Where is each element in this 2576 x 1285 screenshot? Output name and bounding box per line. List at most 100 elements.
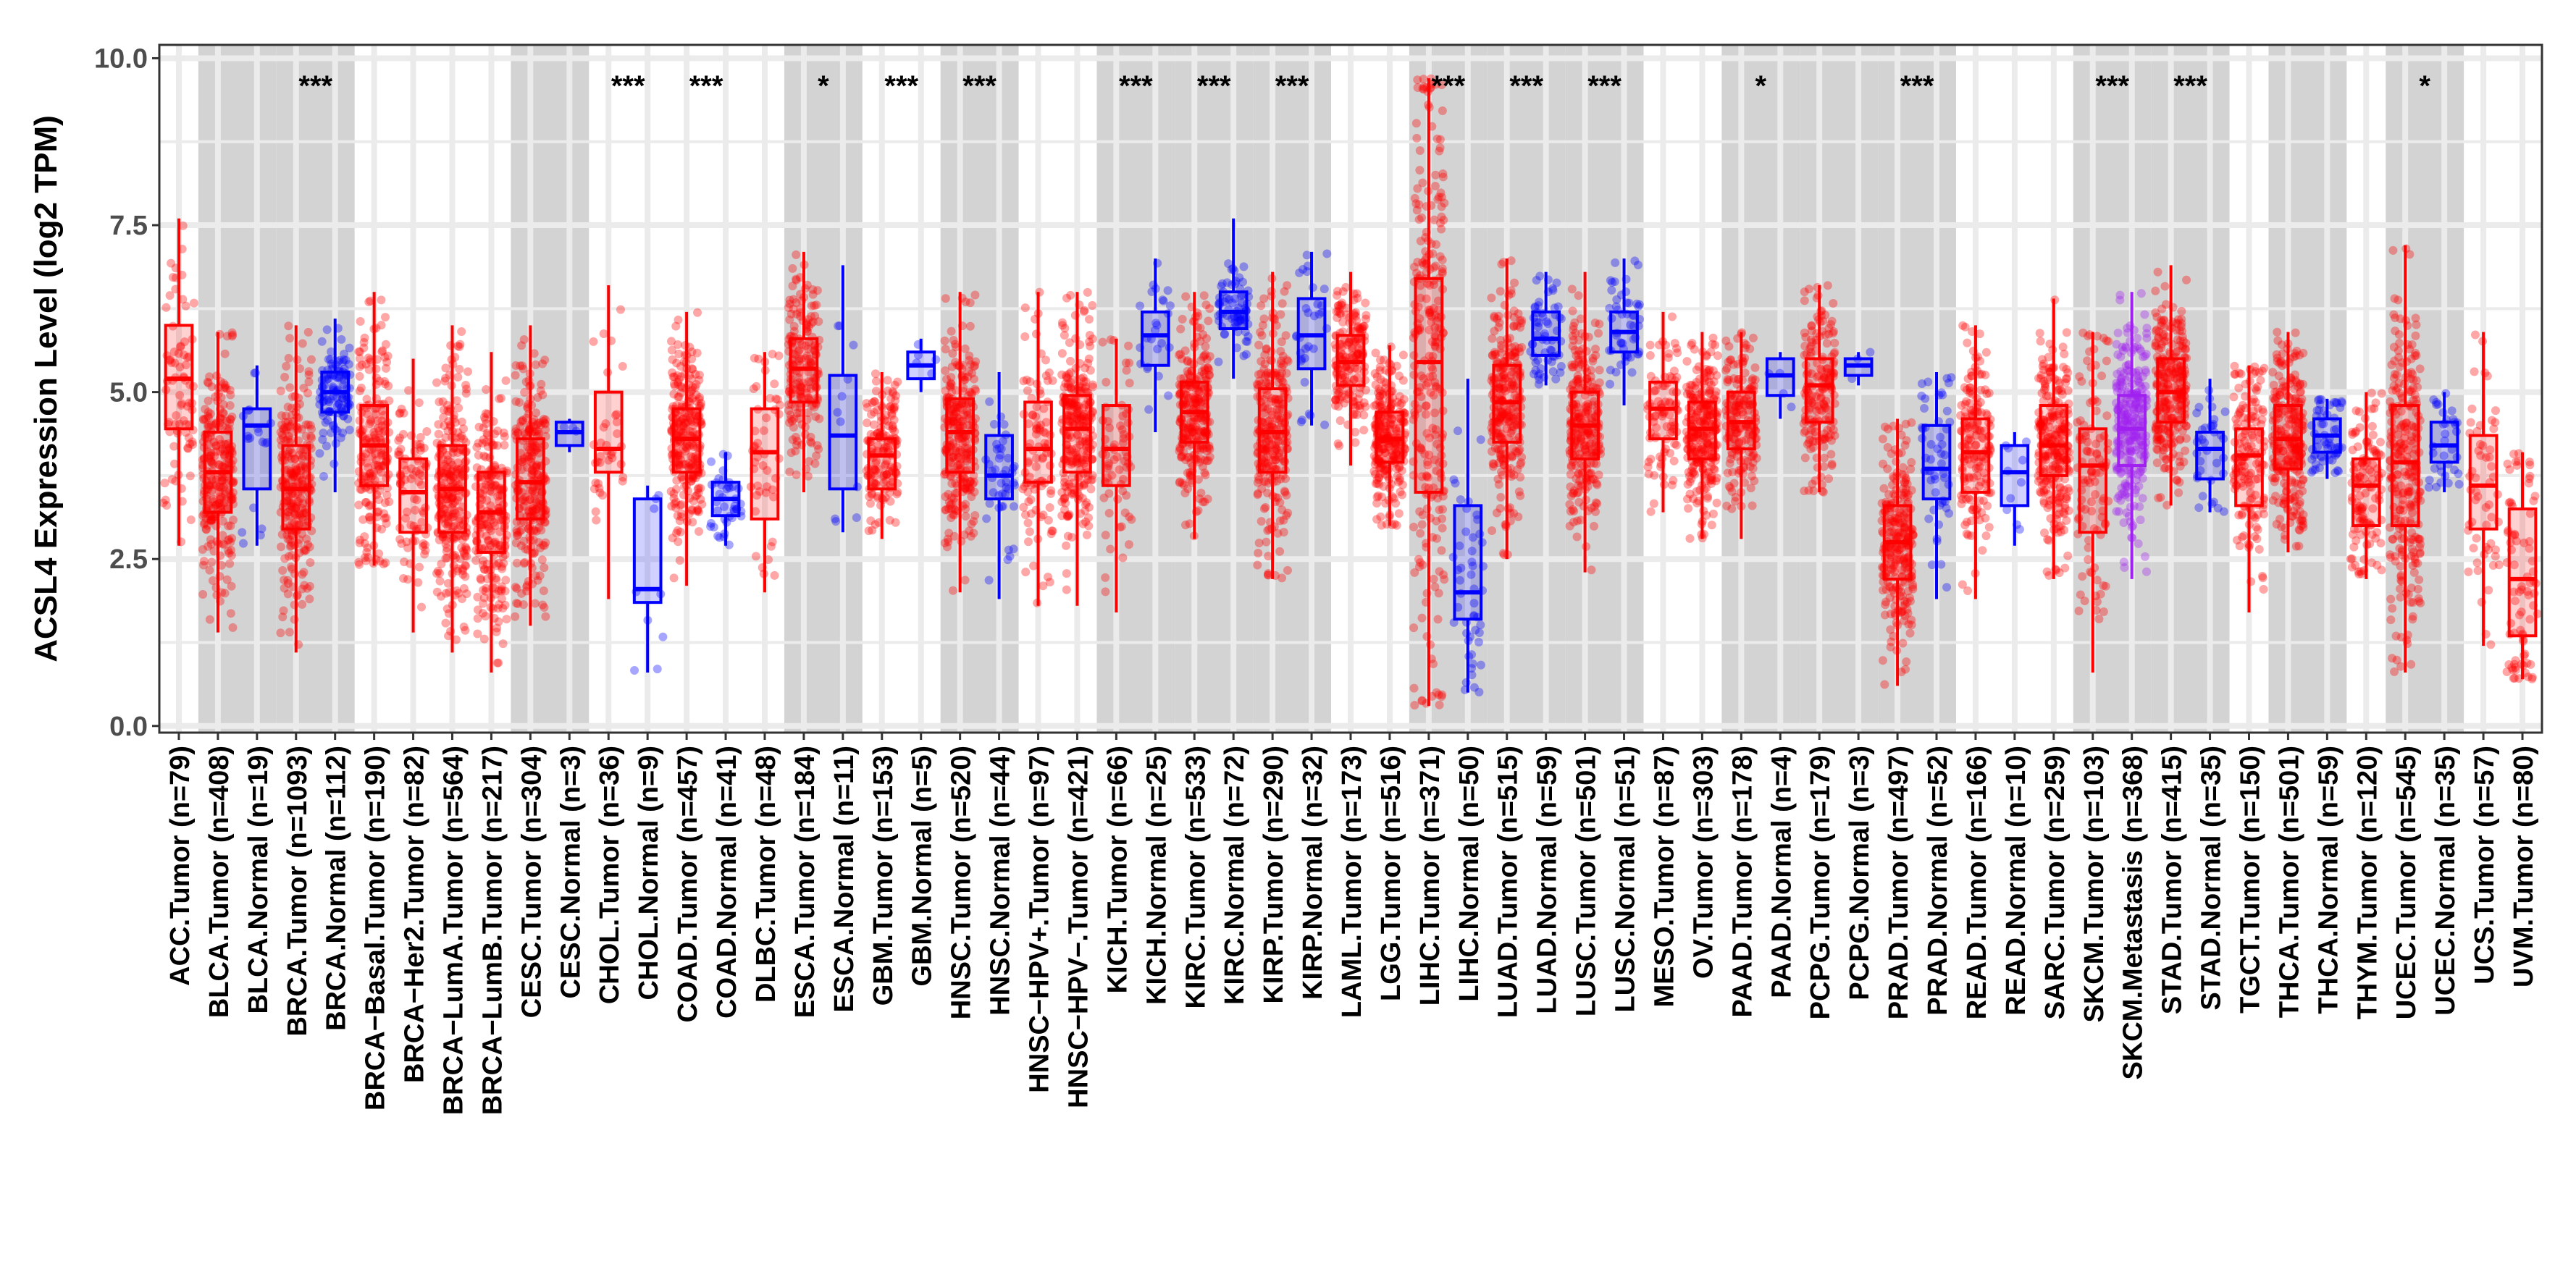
data-point	[284, 353, 293, 363]
data-point	[1120, 508, 1130, 518]
data-point	[184, 433, 193, 442]
data-point	[1395, 371, 1404, 381]
data-point	[204, 542, 213, 551]
data-point	[494, 658, 503, 667]
data-point	[280, 554, 290, 563]
data-point	[541, 415, 550, 424]
data-point	[1122, 366, 1131, 375]
data-point	[293, 497, 302, 507]
data-point	[1515, 347, 1524, 356]
data-point	[400, 557, 409, 567]
data-point	[677, 473, 687, 482]
data-point	[287, 501, 296, 510]
data-point	[519, 559, 529, 568]
data-point	[495, 586, 504, 596]
data-point	[1494, 322, 1503, 332]
data-point	[458, 547, 468, 556]
data-point	[484, 477, 493, 486]
data-point	[383, 351, 393, 361]
data-point	[214, 487, 224, 497]
data-point	[222, 384, 231, 393]
data-point	[216, 492, 225, 501]
data-point	[159, 498, 168, 507]
data-point	[1029, 561, 1039, 570]
data-point	[479, 586, 488, 595]
data-point	[365, 485, 374, 494]
data-point	[382, 491, 392, 500]
data-point	[864, 526, 873, 536]
data-point	[947, 373, 956, 382]
data-point	[450, 509, 460, 518]
data-point	[214, 482, 224, 492]
data-point	[692, 348, 702, 358]
data-point	[443, 455, 453, 465]
data-point	[1283, 565, 1292, 575]
data-point	[479, 599, 488, 608]
data-point	[206, 409, 215, 418]
data-point	[810, 459, 820, 468]
data-point	[1302, 250, 1312, 260]
data-point	[461, 560, 470, 570]
data-point	[490, 480, 500, 489]
data-point	[286, 505, 295, 515]
data-point	[169, 459, 179, 468]
data-point	[211, 447, 221, 456]
data-point	[788, 435, 797, 445]
data-point	[306, 421, 315, 430]
data-point	[482, 531, 491, 541]
data-point	[491, 589, 500, 599]
data-point	[207, 557, 217, 567]
data-point	[280, 372, 290, 382]
data-point	[439, 505, 448, 514]
data-point	[1276, 310, 1285, 319]
data-point	[1163, 286, 1172, 295]
data-point	[450, 505, 459, 515]
data-point	[489, 518, 498, 527]
data-point	[416, 439, 425, 449]
data-point	[489, 481, 498, 490]
data-point	[1205, 304, 1214, 313]
data-point	[221, 381, 230, 390]
data-point	[406, 521, 416, 530]
data-point	[539, 586, 548, 596]
data-point	[477, 482, 487, 492]
data-point	[282, 497, 292, 506]
data-point	[487, 515, 496, 525]
data-point	[317, 337, 327, 346]
data-point	[486, 540, 495, 549]
data-point	[220, 439, 230, 449]
data-point	[220, 447, 230, 456]
data-point	[211, 475, 221, 484]
data-point	[989, 420, 999, 429]
data-point	[443, 426, 453, 436]
data-point	[481, 415, 490, 424]
data-point	[364, 298, 374, 307]
data-point	[961, 500, 970, 509]
data-point	[374, 549, 384, 558]
data-point	[295, 364, 305, 374]
data-point	[202, 525, 211, 534]
data-point	[473, 629, 482, 639]
data-point	[228, 515, 238, 525]
data-point	[947, 326, 956, 336]
data-point	[319, 471, 329, 481]
data-point	[204, 379, 213, 388]
data-point	[1415, 166, 1425, 175]
data-point	[487, 512, 496, 521]
data-point	[397, 539, 406, 548]
data-point	[290, 600, 299, 610]
data-point	[282, 450, 292, 459]
data-point	[456, 555, 465, 564]
data-point	[1374, 491, 1383, 500]
data-point	[495, 484, 504, 494]
data-point	[667, 337, 676, 346]
data-point	[676, 388, 686, 397]
data-point	[171, 419, 180, 429]
data-point	[1204, 443, 1214, 452]
data-point	[283, 578, 293, 588]
data-point	[630, 665, 639, 675]
data-point	[381, 363, 390, 373]
data-point	[893, 377, 902, 387]
data-point	[222, 416, 232, 426]
data-point	[296, 445, 306, 455]
